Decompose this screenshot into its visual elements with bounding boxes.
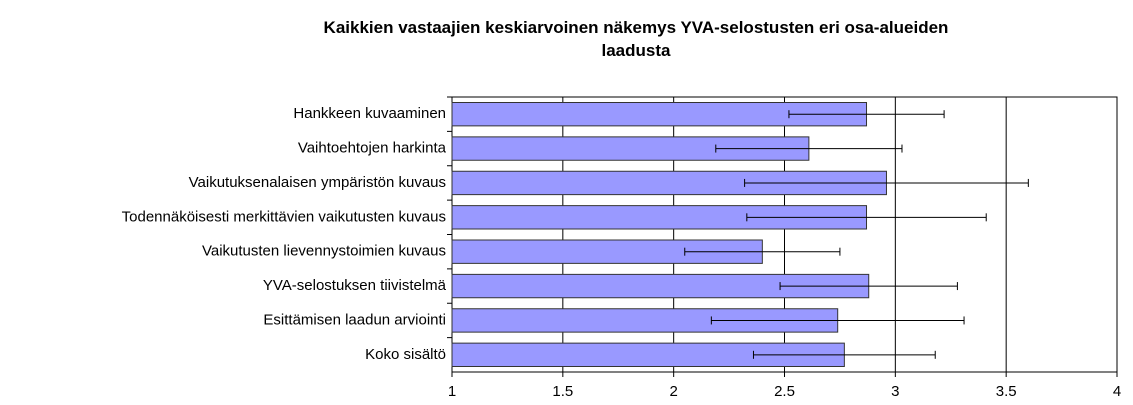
x-tick-label: 3.5 [996,383,1017,400]
x-tick-label: 2 [669,383,677,400]
x-tick-label: 3 [891,383,899,400]
y-tick-label: Vaihtoehtojen harkinta [298,140,447,157]
y-tick-label: Koko sisältö [365,346,446,363]
x-tick-label: 4 [1113,383,1121,400]
x-tick-label: 1.5 [552,383,573,400]
y-tick-label: Todennäköisesti merkittävien vaikutusten… [122,208,446,225]
y-tick-label: Vaikutusten lievennystoimien kuvaus [202,243,446,260]
x-tick-label: 1 [448,383,456,400]
chart-title: Kaikkien vastaajien keskiarvoinen näkemy… [323,18,949,60]
y-tick-label: Esittämisen laadun arviointi [263,311,446,328]
x-tick-label: 2.5 [774,383,795,400]
y-tick-label: YVA-selostuksen tiivistelmä [263,277,447,294]
y-tick-label: Hankkeen kuvaaminen [293,105,446,122]
y-tick-label: Vaikutuksenalaisen ympäristön kuvaus [189,174,446,191]
